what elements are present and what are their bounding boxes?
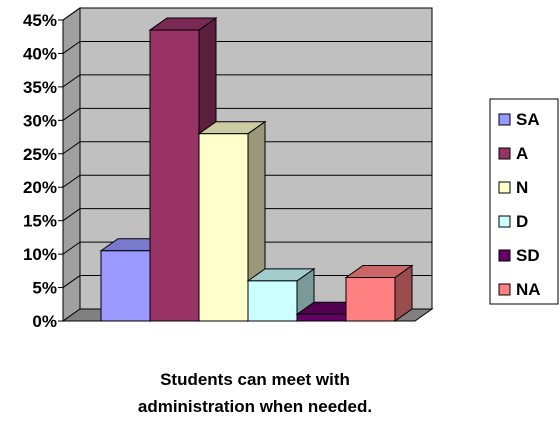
legend-label-n: N <box>516 178 528 197</box>
legend-swatch-na <box>498 283 511 296</box>
y-tick-label: 0% <box>32 312 57 331</box>
y-axis: 0% 5% 10% 15% 20% 25% 30% 35% 40% 45% <box>23 11 415 331</box>
gridlines <box>62 7 432 288</box>
gridline <box>62 141 432 155</box>
legend-swatch-n <box>498 181 511 194</box>
legend-label-a: A <box>516 144 528 163</box>
bar-front <box>296 313 347 322</box>
x-axis-label-line-1: Students can meet with <box>160 370 350 389</box>
gridline <box>62 40 432 54</box>
gridline <box>62 74 432 88</box>
x-axis-label: Students can meet with administration wh… <box>60 366 450 420</box>
bar-front <box>198 133 249 322</box>
gridline <box>62 208 432 222</box>
y-tick-label: 5% <box>32 279 57 298</box>
bar-front <box>247 280 298 322</box>
y-tick-label: 20% <box>23 178 57 197</box>
legend-swatch-sa <box>498 113 511 126</box>
legend-swatch-sd <box>498 249 511 262</box>
legend-label-sd: SD <box>516 246 540 265</box>
y-tick-label: 30% <box>23 111 57 130</box>
bar-front <box>345 277 396 322</box>
gridline <box>62 107 432 121</box>
bars <box>99 17 414 322</box>
x-axis-label-line-2: administration when needed. <box>137 397 373 416</box>
y-tick-label: 35% <box>23 78 57 97</box>
legend: SA AND SD NA <box>489 98 559 305</box>
legend-swatch-a <box>498 147 511 160</box>
y-tick-label: 40% <box>23 44 57 63</box>
gridline <box>62 7 432 21</box>
legend-label-sa: SA <box>516 110 540 129</box>
bar-front <box>149 29 200 322</box>
y-tick-label: 25% <box>23 145 57 164</box>
bar-n <box>197 120 267 322</box>
bar-front <box>100 250 151 322</box>
y-tick-label: 10% <box>23 245 57 264</box>
legend-box <box>489 98 559 305</box>
legend-label-na: NA <box>516 280 541 299</box>
y-tick-label: 45% <box>23 11 57 30</box>
legend-swatch-d <box>498 215 511 228</box>
y-tick-label: 15% <box>23 212 57 231</box>
side-wall <box>62 7 81 322</box>
legend-label-d: D <box>516 212 528 231</box>
gridline <box>62 275 432 288</box>
gridline <box>62 174 432 188</box>
bar-na <box>344 264 414 322</box>
gridline <box>62 241 432 255</box>
